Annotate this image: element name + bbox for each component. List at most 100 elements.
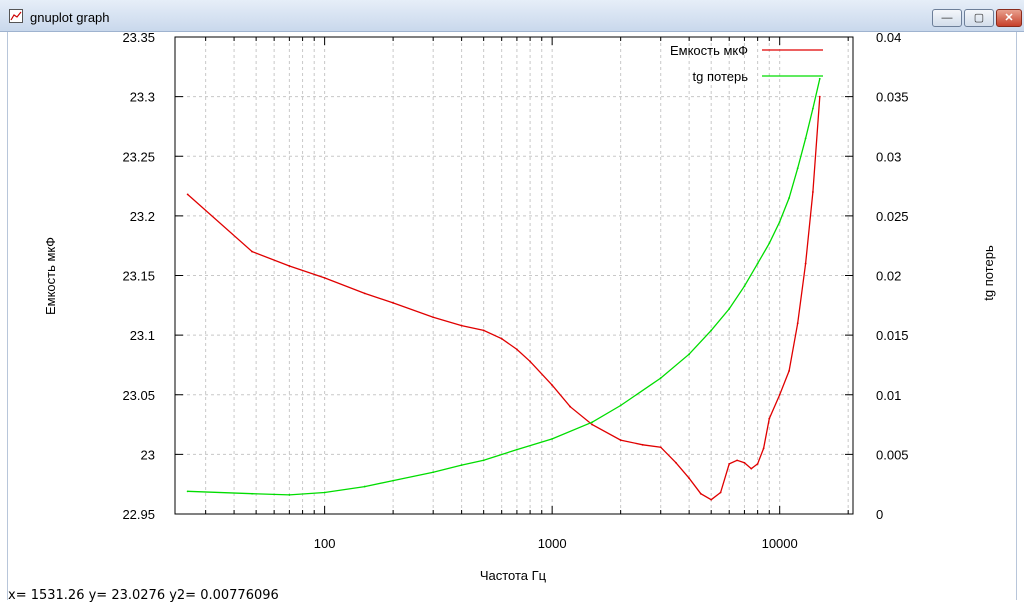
y-tick-label: 23.1 xyxy=(130,328,155,343)
close-button[interactable]: ✕ xyxy=(996,9,1022,27)
series-1-point xyxy=(288,265,291,267)
series-2-point xyxy=(551,437,554,440)
series-1-point xyxy=(756,463,759,465)
series-2-point xyxy=(818,77,821,80)
title-bar: gnuplot graph — ▢ ✕ xyxy=(0,0,1024,32)
y-tick-label: 23.05 xyxy=(122,388,155,403)
close-icon: ✕ xyxy=(1004,12,1014,24)
gnuplot-app-icon[interactable] xyxy=(9,9,23,23)
legend: Емкость мкФ tg потерь xyxy=(670,43,823,84)
series-1-point xyxy=(551,384,554,387)
series-line-1 xyxy=(187,96,821,501)
y-tick-label: 23.2 xyxy=(130,209,155,224)
y-tick-label: 23.35 xyxy=(122,30,155,45)
series-1-point xyxy=(500,337,503,340)
series-1-point xyxy=(529,360,532,363)
y2-axis-title: tg потерь xyxy=(981,245,996,301)
series-1-point xyxy=(818,95,821,98)
maximize-icon: ▢ xyxy=(973,12,985,24)
series-1-point xyxy=(778,393,781,396)
series-1-point xyxy=(251,250,253,253)
series-1-point xyxy=(728,463,731,465)
series-line-2 xyxy=(187,78,821,496)
minimize-button[interactable]: — xyxy=(932,9,962,27)
series-1-point xyxy=(392,302,395,304)
maximize-button[interactable]: ▢ xyxy=(964,9,994,27)
y2-tick-label: 0.015 xyxy=(876,328,909,343)
series-2-point xyxy=(516,448,518,451)
series-1-point xyxy=(363,292,366,295)
series-2-point xyxy=(659,377,662,379)
minimize-icon: — xyxy=(941,12,953,24)
series-1-point xyxy=(591,423,594,426)
y-tick-label: 22.95 xyxy=(122,507,155,522)
series-1-point xyxy=(710,498,713,501)
series-1-point xyxy=(750,467,753,470)
series-2-point xyxy=(619,404,622,407)
series-1-point xyxy=(323,276,326,279)
series-1-point xyxy=(719,491,722,494)
series-1-point xyxy=(569,405,572,408)
x-tick-label: 100 xyxy=(314,536,336,551)
series-1-point xyxy=(788,370,791,372)
y-tick-label: 23.3 xyxy=(130,90,155,105)
series-1-point xyxy=(482,329,485,332)
series-1-point xyxy=(743,461,746,464)
y2-tick-label: 0.02 xyxy=(876,269,901,284)
series-2-point xyxy=(288,494,291,496)
legend-label-2: tg потерь xyxy=(693,69,749,84)
series-1-point xyxy=(659,446,662,449)
series-1-point xyxy=(432,316,435,319)
y-tick-label: 23.25 xyxy=(122,149,155,164)
series-lines xyxy=(186,77,821,501)
series-1-point xyxy=(460,324,463,327)
x-tick-label: 1000 xyxy=(538,536,567,551)
series-1-point xyxy=(186,193,189,196)
series-2-point xyxy=(460,464,463,467)
series-2-point xyxy=(591,421,594,424)
series-1-point xyxy=(641,443,644,446)
series-2-point xyxy=(743,285,746,288)
series-2-point xyxy=(323,491,326,494)
cursor-coordinates-readout: x= 1531.26 y= 23.0276 y2= 0.00776096 xyxy=(8,588,279,603)
series-2-point xyxy=(796,167,799,170)
series-2-point xyxy=(688,353,691,356)
series-2-point xyxy=(363,485,366,488)
series-1-point xyxy=(812,191,814,193)
series-2-point xyxy=(251,492,253,495)
y-tick-label: 23 xyxy=(141,447,155,462)
series-2-point xyxy=(768,242,771,245)
series-2-point xyxy=(482,459,485,462)
y2-tick-label: 0.04 xyxy=(876,30,901,45)
series-1-point xyxy=(619,439,622,441)
series-2-point xyxy=(812,107,814,110)
legend-label-1: Емкость мкФ xyxy=(670,43,748,58)
series-2-point xyxy=(710,329,713,332)
axis-ticks xyxy=(175,36,853,515)
series-1-point xyxy=(796,322,799,325)
axis-labels: 100 1000 10000 22.95 23 23.05 23.1 23.15 23.2 23.… xyxy=(43,30,996,583)
y2-tick-label: 0.01 xyxy=(876,388,901,403)
series-2-point xyxy=(728,307,731,310)
y2-tick-label: 0.035 xyxy=(876,90,909,105)
series-2-point xyxy=(186,490,189,493)
y-tick-label: 23.15 xyxy=(122,269,155,284)
y-axis-title: Емкость мкФ xyxy=(43,237,58,315)
series-2-point xyxy=(432,471,435,474)
series-1-point xyxy=(768,417,771,420)
y2-tick-label: 0.025 xyxy=(876,209,909,224)
series-1-point xyxy=(736,459,739,462)
y2-tick-label: 0 xyxy=(876,507,883,522)
series-1-point xyxy=(516,348,518,351)
series-1-point xyxy=(688,477,691,480)
series-1-point xyxy=(675,461,677,464)
series-2-point xyxy=(756,262,759,265)
series-2-point xyxy=(778,220,781,223)
series-1-point xyxy=(699,492,702,495)
x-tick-label: 10000 xyxy=(762,536,798,551)
y2-tick-label: 0.005 xyxy=(876,447,909,462)
series-1-point xyxy=(804,262,807,265)
window-title: gnuplot graph xyxy=(30,10,110,25)
y2-tick-label: 0.03 xyxy=(876,149,901,164)
